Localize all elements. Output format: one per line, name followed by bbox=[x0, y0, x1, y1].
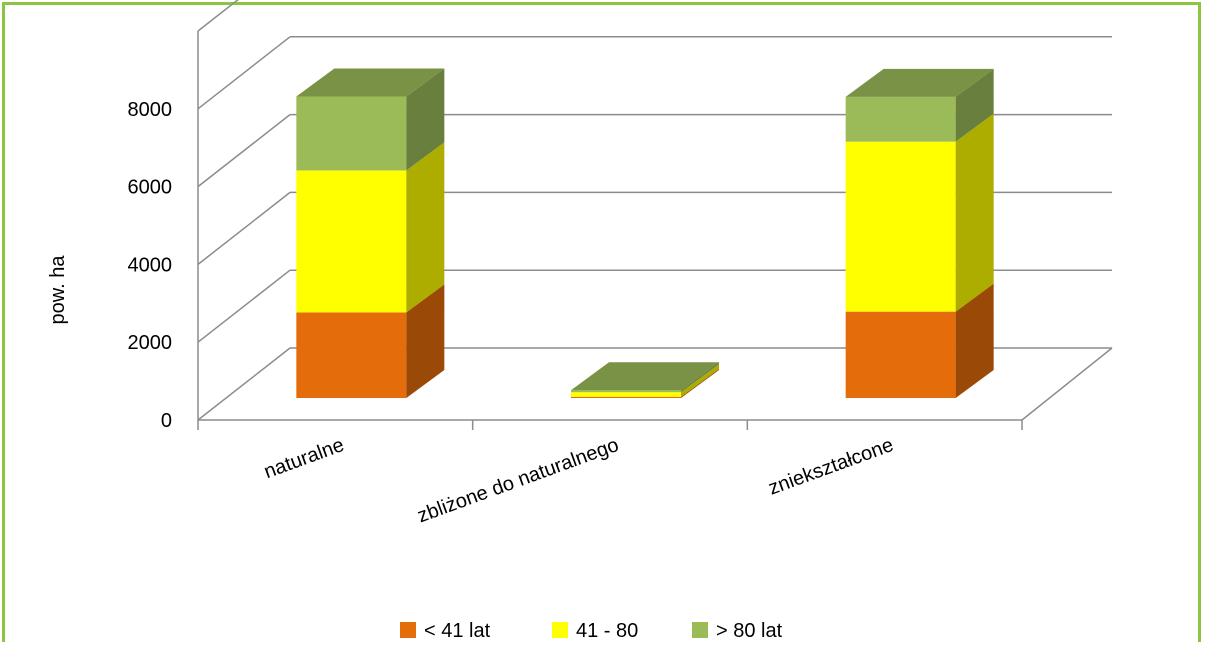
floor-right-edge bbox=[1021, 347, 1113, 421]
legend-item: > 80 lat bbox=[692, 620, 783, 642]
y-tick-label: 0 bbox=[161, 410, 172, 432]
bar-segment-side bbox=[681, 362, 719, 393]
y-axis-title: pow. ha bbox=[47, 255, 69, 325]
bar-segment-side bbox=[681, 364, 719, 397]
bar-segment-side bbox=[955, 68, 994, 142]
bar-segment-side bbox=[955, 283, 994, 398]
gridline-side bbox=[197, 36, 291, 110]
bar-segment-side bbox=[406, 284, 445, 398]
bar-segment-side bbox=[406, 68, 445, 171]
bar-segment-front bbox=[296, 312, 407, 398]
bar-segment-front bbox=[845, 311, 956, 398]
gridline-side bbox=[197, 269, 291, 343]
bar-segment-side bbox=[681, 368, 719, 398]
y-tick-label: 4000 bbox=[128, 254, 173, 276]
bar-segment-front bbox=[296, 170, 407, 313]
bar-segment-top bbox=[296, 68, 445, 97]
bar-segment-front bbox=[296, 96, 407, 171]
bars bbox=[296, 68, 994, 398]
y-tick-label: 6000 bbox=[128, 177, 173, 199]
bar-segment-front bbox=[571, 392, 681, 397]
bar-segment-side bbox=[406, 142, 445, 313]
gridline-side bbox=[197, 0, 239, 32]
category-label: zbliżone do naturalnego bbox=[415, 434, 622, 527]
legend-item: < 41 lat bbox=[400, 620, 491, 642]
legend-swatch bbox=[400, 622, 416, 638]
category-label: zniekształcone bbox=[766, 434, 897, 500]
bar-stack bbox=[571, 362, 719, 398]
bar-segment-front bbox=[571, 390, 681, 393]
bar-segment-top bbox=[845, 68, 994, 97]
legend-label: > 80 lat bbox=[716, 620, 783, 642]
gridline-side bbox=[197, 191, 291, 265]
category-labels: naturalne zbliżone do naturalnego zniekszt… bbox=[261, 434, 896, 527]
bar-segment-front bbox=[845, 141, 956, 312]
legend-label: 41 - 80 bbox=[576, 620, 638, 642]
legend-item: 41 - 80 bbox=[552, 620, 638, 642]
bar-segment-front bbox=[845, 96, 956, 142]
gridline-side bbox=[197, 114, 291, 188]
legend: < 41 lat 41 - 80 > 80 lat bbox=[400, 620, 783, 642]
legend-swatch bbox=[552, 622, 568, 638]
y-tick-label: 8000 bbox=[128, 99, 173, 121]
legend-swatch bbox=[692, 622, 708, 638]
gridline-side bbox=[197, 347, 291, 421]
y-tick-labels: 0 2000 4000 6000 8000 bbox=[128, 99, 173, 432]
legend-label: < 41 lat bbox=[424, 620, 491, 642]
category-label: naturalne bbox=[261, 434, 347, 483]
bar-stack bbox=[845, 68, 994, 398]
bar-stack bbox=[296, 68, 445, 398]
bar-segment-front bbox=[571, 396, 681, 398]
bar-segment-top bbox=[571, 362, 719, 391]
axes bbox=[197, 31, 1023, 430]
bar-segment-side bbox=[955, 113, 994, 312]
y-tick-label: 2000 bbox=[128, 332, 173, 354]
